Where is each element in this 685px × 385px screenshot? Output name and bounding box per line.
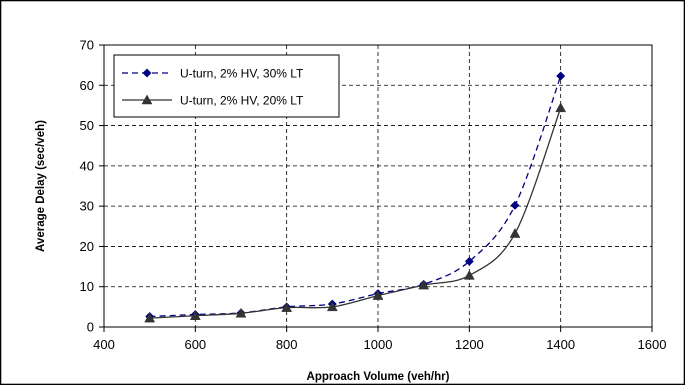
series-2-point <box>463 269 475 280</box>
x-tick-label: 1000 <box>364 337 393 352</box>
series-2 <box>144 102 567 323</box>
legend-marker <box>142 68 152 78</box>
y-tick-label: 50 <box>80 118 94 133</box>
series-2-point <box>144 312 156 323</box>
series-2-point <box>555 102 567 113</box>
y-tick-label: 20 <box>80 239 94 254</box>
y-axis-title: Average Delay (sec/veh) <box>35 120 47 252</box>
y-tick-label: 0 <box>87 320 94 335</box>
y-tick-label: 60 <box>80 78 94 93</box>
y-tick-label: 30 <box>80 199 94 214</box>
legend-label: U-turn, 2% HV, 20% LT <box>180 94 304 108</box>
series-2-point <box>189 310 201 320</box>
series-1-point <box>510 200 520 210</box>
y-tick-label: 40 <box>80 158 94 173</box>
series-2-point <box>418 279 430 290</box>
x-axis-title: Approach Volume (veh/hr) <box>307 371 450 383</box>
series-2-point <box>326 301 338 312</box>
grid <box>104 45 652 327</box>
legend-label: U-turn, 2% HV, 30% LT <box>180 67 304 81</box>
series-2-point <box>372 290 384 300</box>
legend-marker <box>141 94 153 105</box>
series-1-point <box>464 256 474 266</box>
series-2-point <box>281 302 293 312</box>
x-tick-label: 1400 <box>546 337 575 352</box>
x-tick-label: 800 <box>276 337 298 352</box>
y-tick-label: 70 <box>80 38 94 53</box>
series-2-point <box>235 307 247 318</box>
x-tick-label: 1200 <box>455 337 484 352</box>
y-tick-label: 10 <box>80 279 94 294</box>
legend: U-turn, 2% HV, 30% LT U-turn, 2% HV, 20% … <box>113 54 340 118</box>
series-layer <box>144 71 567 323</box>
x-tick-label: 400 <box>93 337 115 352</box>
x-tick-label: 600 <box>184 337 206 352</box>
series-2-line <box>149 107 562 319</box>
axes: 0 10 20 30 40 50 60 70 400 600 800 1000 1200 1400 1600 <box>80 38 667 353</box>
legend-box <box>113 54 340 118</box>
series-1-point <box>556 71 566 81</box>
x-tick-label: 1600 <box>638 337 667 352</box>
series-2-point <box>509 228 521 238</box>
